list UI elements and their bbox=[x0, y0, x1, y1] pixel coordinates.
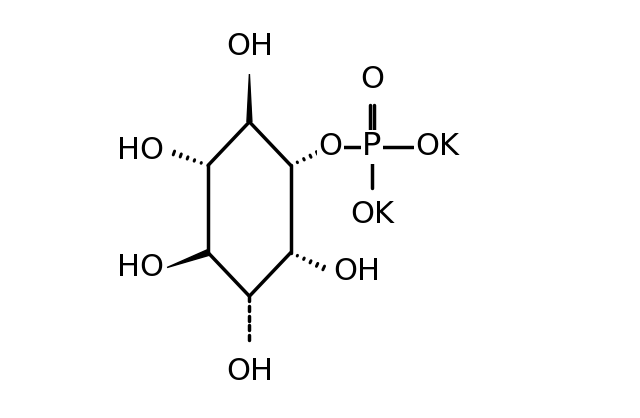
Text: OK: OK bbox=[350, 200, 394, 229]
Polygon shape bbox=[167, 250, 209, 268]
Text: OH: OH bbox=[333, 257, 381, 285]
Text: HO: HO bbox=[116, 136, 164, 165]
Polygon shape bbox=[247, 74, 252, 122]
Text: OH: OH bbox=[226, 32, 273, 61]
Text: O: O bbox=[360, 65, 384, 94]
Text: OK: OK bbox=[415, 133, 460, 161]
Text: HO: HO bbox=[116, 253, 164, 282]
Text: P: P bbox=[362, 132, 381, 163]
Text: OH: OH bbox=[226, 357, 273, 386]
Text: O: O bbox=[318, 133, 342, 161]
